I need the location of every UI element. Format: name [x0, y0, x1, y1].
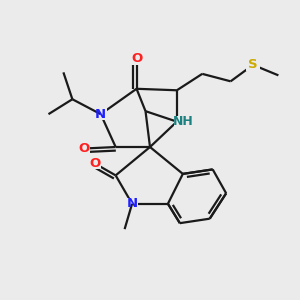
Text: N: N	[95, 108, 106, 121]
Bar	[89, 158, 101, 169]
Bar	[174, 116, 195, 127]
Bar	[246, 59, 260, 71]
Text: S: S	[248, 58, 258, 71]
Bar	[78, 142, 90, 154]
Text: O: O	[79, 142, 90, 155]
Text: NH: NH	[172, 115, 193, 128]
Bar	[95, 108, 107, 120]
Text: O: O	[89, 157, 100, 170]
Text: N: N	[127, 197, 138, 210]
Bar	[126, 198, 138, 210]
Text: O: O	[131, 52, 142, 65]
Bar	[130, 53, 142, 65]
